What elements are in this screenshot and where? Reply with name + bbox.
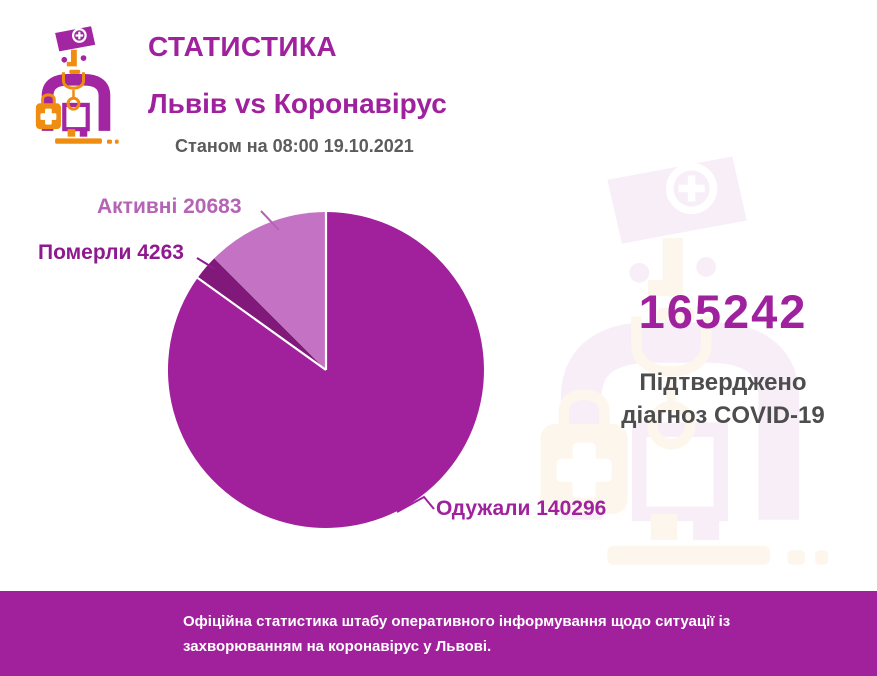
confirmed-caption-line1: Підтверджено bbox=[639, 369, 807, 396]
confirmed-total: 165242 bbox=[638, 285, 808, 338]
leader-line-deaths bbox=[196, 257, 216, 270]
page-subtitle: Львів vs Коронавірус bbox=[148, 88, 447, 119]
confirmed-caption-line2: діагноз COVID-19 bbox=[621, 402, 825, 429]
slice-label-active: Активні 20683 bbox=[97, 195, 242, 218]
page-title: СТАТИСТИКА bbox=[148, 31, 337, 62]
leader-line-active bbox=[260, 210, 280, 231]
footer-bar: Офіційна статистика штабу оперативного і… bbox=[0, 591, 877, 676]
confirmed-caption: Підтверджено діагноз COVID-19 bbox=[563, 366, 877, 432]
footer-text: Офіційна статистика штабу оперативного і… bbox=[183, 613, 731, 655]
confirmed-block: 165242 Підтверджено діагноз COVID-19 bbox=[563, 284, 877, 432]
slice-label-recovered: Одужали 140296 bbox=[436, 497, 607, 520]
leader-line-recovered bbox=[396, 495, 435, 513]
pie-slice-deaths bbox=[197, 258, 326, 370]
pie-slice-active bbox=[214, 212, 326, 370]
slice-label-deaths: Померли 4263 bbox=[38, 241, 184, 264]
as-of-date: Станом на 08:00 19.10.2021 bbox=[175, 136, 414, 156]
header: СТАТИСТИКА Львів vs Коронавірус Станом н… bbox=[148, 31, 447, 157]
slice-separator bbox=[196, 277, 327, 371]
